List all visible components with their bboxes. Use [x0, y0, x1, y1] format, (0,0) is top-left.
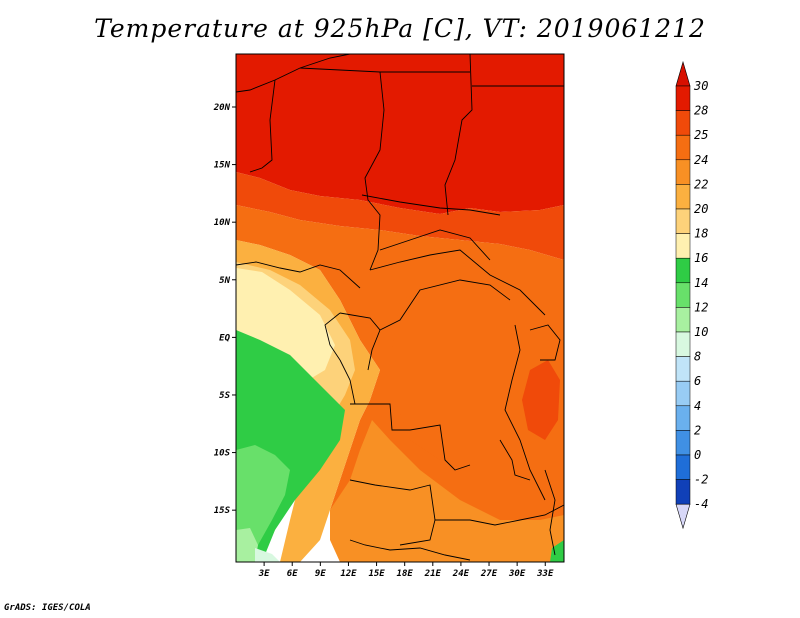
region-temp-10	[255, 548, 280, 562]
lon-label: 18E	[397, 569, 414, 579]
colorbar-label: 12	[694, 300, 708, 314]
colorbar-label: 30	[693, 79, 708, 93]
border-line	[299, 67, 470, 73]
colorbar-swatch	[675, 159, 691, 185]
temperature-field	[236, 54, 564, 562]
colorbar-label: 25	[694, 128, 708, 142]
colorbar-top-arrow	[675, 60, 691, 87]
colorbar-swatch	[675, 85, 691, 111]
colorbar-label: 14	[694, 276, 708, 290]
lat-label: EQ	[219, 333, 230, 343]
region-temp-30	[236, 54, 564, 214]
colorbar-swatch	[675, 110, 691, 136]
border-line	[324, 312, 341, 361]
border-line	[364, 71, 385, 271]
border-line	[339, 359, 356, 405]
lat-label: 5S	[219, 391, 230, 401]
region-temp-12	[236, 528, 258, 562]
colorbar-label: 20	[694, 202, 708, 216]
border-line	[544, 469, 556, 556]
region-temp-16-corner	[550, 540, 564, 562]
lon-label: 3E	[258, 569, 270, 579]
region-temp-24-south	[330, 420, 564, 562]
latitude-axis: 20N 15N 10N 5N EQ 5S 10S 15S	[213, 103, 236, 516]
colorbar-swatch	[675, 257, 691, 284]
colorbar-label: 2	[694, 423, 701, 437]
lat-label: 10S	[214, 449, 231, 459]
lat-label: 15S	[214, 506, 231, 516]
lat-label: 15N	[214, 161, 231, 171]
colorbar-label: 4	[694, 399, 701, 413]
lat-label: 20N	[213, 103, 231, 113]
lon-label: 9E	[315, 569, 326, 579]
chart-title: Temperature at 925hPa [C], VT: 201906121…	[94, 14, 706, 43]
colorbar-label: 8	[694, 350, 701, 364]
colorbar-label: 24	[694, 153, 708, 167]
lon-label: 21E	[424, 569, 442, 579]
colorbar-swatch	[675, 380, 691, 407]
border-line	[369, 249, 546, 316]
grads-credit: GrADS: IGES/COLA	[4, 603, 91, 613]
colorbar-swatch	[675, 208, 691, 234]
lon-label: 33E	[536, 569, 554, 579]
lon-label: 12E	[340, 569, 357, 579]
colorbar-label: 16	[694, 251, 708, 265]
colorbar-swatch	[675, 479, 691, 505]
colorbar-label: 10	[694, 325, 708, 339]
region-temp-24-east	[392, 285, 545, 470]
colorbar-swatch	[675, 134, 691, 161]
colorbar-swatch	[675, 233, 691, 259]
border-line	[499, 439, 531, 481]
colorbar-swatch	[675, 405, 691, 431]
map-frame	[235, 53, 565, 563]
lat-label: 10N	[214, 218, 231, 228]
region-temp-28	[236, 172, 564, 260]
border-line	[444, 53, 473, 216]
colorbar-label: 22	[694, 177, 708, 191]
colorbar-swatch	[675, 282, 691, 308]
colorbar-label: 18	[694, 227, 708, 241]
region-temp-22	[236, 240, 380, 562]
colorbar-bottom-arrow	[675, 503, 691, 530]
border-line	[350, 403, 471, 471]
border-line	[349, 539, 471, 561]
colorbar-label: -4	[694, 497, 708, 511]
colorbar-label: -2	[694, 473, 708, 487]
colorbar-label: 0	[694, 448, 701, 462]
colorbar-label: 6	[694, 374, 701, 388]
border-line	[361, 194, 501, 216]
longitude-axis: 3E 6E 9E 12E 15E 18E 21E 24E 27E 30E 33E	[258, 562, 554, 579]
colorbar-swatch	[675, 454, 691, 480]
border-line	[235, 53, 351, 93]
lon-label: 30E	[508, 569, 526, 579]
border-line	[249, 79, 276, 173]
lat-label: 5N	[219, 276, 230, 286]
border-line	[379, 279, 511, 331]
border-line	[435, 504, 565, 526]
border-line	[379, 229, 491, 261]
lon-label: 27E	[480, 569, 498, 579]
colorbar-swatch	[675, 184, 691, 210]
lon-label: 24E	[452, 569, 470, 579]
border-line	[349, 479, 436, 546]
country-borders	[235, 53, 565, 561]
colorbar-swatch	[675, 307, 691, 333]
lon-label: 6E	[287, 569, 298, 579]
lon-label: 15E	[368, 569, 385, 579]
border-line	[504, 324, 546, 501]
colorbar-swatch	[675, 430, 691, 456]
colorbar-swatch	[675, 356, 691, 382]
colorbar-label: 28	[694, 104, 708, 118]
colorbar-swatch	[675, 331, 691, 357]
region-temp-28-lakes	[522, 360, 560, 440]
border-line	[529, 324, 561, 361]
border-line	[235, 261, 361, 289]
